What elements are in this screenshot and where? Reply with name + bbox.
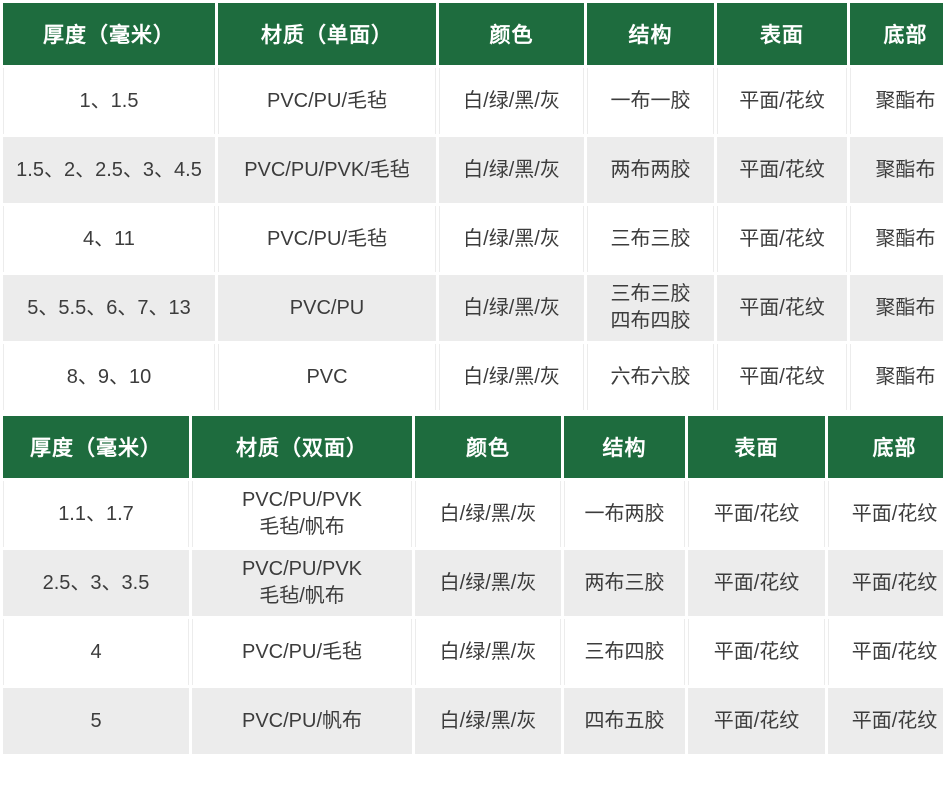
table-cell: 5、5.5、6、7、13: [3, 275, 215, 341]
table-cell: 平面/花纹: [717, 275, 847, 341]
column-header: 颜色: [415, 416, 561, 478]
column-header: 表面: [717, 3, 847, 65]
spec-tables-page: 厚度（毫米） 材质（单面） 颜色 结构 表面 底部 1、1.5 PVC/PU/毛毡 白/绿/黑/…: [0, 3, 943, 757]
table-cell: 白/绿/黑/灰: [415, 688, 561, 754]
table-cell: 一布两胶: [564, 481, 685, 547]
table-cell: 白/绿/黑/灰: [415, 550, 561, 616]
table-cell: 平面/花纹: [688, 550, 825, 616]
table-cell: 平面/花纹: [828, 688, 943, 754]
table-cell: 4: [3, 619, 189, 685]
table-cell: 1.5、2、2.5、3、4.5: [3, 137, 215, 203]
table-row: 1、1.5 PVC/PU/毛毡 白/绿/黑/灰 一布一胶 平面/花纹 聚酯布: [3, 68, 943, 134]
table-cell: PVC/PU/PVK/毛毡: [218, 137, 436, 203]
table-cell: PVC/PU/毛毡: [218, 68, 436, 134]
table-cell: 六布六胶: [587, 344, 714, 410]
table-cell: 聚酯布: [850, 206, 943, 272]
column-header: 材质（双面）: [192, 416, 412, 478]
column-header: 结构: [587, 3, 714, 65]
table-cell: 聚酯布: [850, 275, 943, 341]
table-row: 8、9、10 PVC 白/绿/黑/灰 六布六胶 平面/花纹 聚酯布: [3, 344, 943, 410]
table-row: 5、5.5、6、7、13 PVC/PU 白/绿/黑/灰 三布三胶 四布四胶 平面/花纹聚…: [3, 275, 943, 341]
table-cell: PVC/PU/帆布: [192, 688, 412, 754]
table-row: 1.5、2、2.5、3、4.5 PVC/PU/PVK/毛毡 白/绿/黑/灰 两布两胶平…: [3, 137, 943, 203]
table-cell: PVC: [218, 344, 436, 410]
table-cell: 聚酯布: [850, 68, 943, 134]
header-row: 厚度（毫米） 材质（双面） 颜色 结构 表面 底部: [3, 416, 943, 478]
column-header: 底部: [850, 3, 943, 65]
table-cell: 平面/花纹: [828, 481, 943, 547]
table-cell: 平面/花纹: [717, 206, 847, 272]
table-cell: 白/绿/黑/灰: [439, 344, 584, 410]
table-cell: 三布三胶: [587, 206, 714, 272]
table-row: 4 PVC/PU/毛毡 白/绿/黑/灰 三布四胶 平面/花纹 平面/花纹: [3, 619, 943, 685]
table-cell: 白/绿/黑/灰: [415, 481, 561, 547]
table-cell: 平面/花纹: [717, 344, 847, 410]
table-cell: 4、11: [3, 206, 215, 272]
table-row: 4、11 PVC/PU/毛毡 白/绿/黑/灰 三布三胶 平面/花纹 聚酯布: [3, 206, 943, 272]
column-header: 材质（单面）: [218, 3, 436, 65]
table-cell: 平面/花纹: [717, 137, 847, 203]
table-cell: 聚酯布: [850, 344, 943, 410]
table-cell: 三布三胶 四布四胶: [587, 275, 714, 341]
table-cell: 8、9、10: [3, 344, 215, 410]
table-row: 1.1、1.7 PVC/PU/PVK 毛毡/帆布 白/绿/黑/灰 一布两胶 平面/花纹平…: [3, 481, 943, 547]
table-cell: PVC/PU/毛毡: [218, 206, 436, 272]
column-header: 表面: [688, 416, 825, 478]
table-row: 5 PVC/PU/帆布 白/绿/黑/灰 四布五胶 平面/花纹 平面/花纹: [3, 688, 943, 754]
table-cell: 四布五胶: [564, 688, 685, 754]
table-cell: 三布四胶: [564, 619, 685, 685]
table-cell: PVC/PU/PVK 毛毡/帆布: [192, 550, 412, 616]
table-cell: 1.1、1.7: [3, 481, 189, 547]
table-cell: 一布一胶: [587, 68, 714, 134]
table-cell: 2.5、3、3.5: [3, 550, 189, 616]
table-cell: 1、1.5: [3, 68, 215, 134]
table-cell: 两布三胶: [564, 550, 685, 616]
table-cell: 5: [3, 688, 189, 754]
column-header: 厚度（毫米）: [3, 416, 189, 478]
table-cell: 平面/花纹: [688, 481, 825, 547]
spec-table-single-sided: 厚度（毫米） 材质（单面） 颜色 结构 表面 底部 1、1.5 PVC/PU/毛毡 白/绿/黑/…: [3, 3, 943, 410]
table-cell: 白/绿/黑/灰: [439, 275, 584, 341]
table-cell: 白/绿/黑/灰: [415, 619, 561, 685]
column-header: 底部: [828, 416, 943, 478]
table-cell: 平面/花纹: [828, 619, 943, 685]
table-cell: PVC/PU/毛毡: [192, 619, 412, 685]
table-cell: PVC/PU/PVK 毛毡/帆布: [192, 481, 412, 547]
table-cell: 平面/花纹: [828, 550, 943, 616]
table-cell: PVC/PU: [218, 275, 436, 341]
table-cell: 聚酯布: [850, 137, 943, 203]
spec-table-double-sided: 厚度（毫米） 材质（双面） 颜色 结构 表面 底部 1.1、1.7 PVC/PU/PVK 毛毡…: [0, 413, 943, 757]
column-header: 结构: [564, 416, 685, 478]
table-cell: 平面/花纹: [717, 68, 847, 134]
table-cell: 白/绿/黑/灰: [439, 137, 584, 203]
table-cell: 平面/花纹: [688, 619, 825, 685]
column-header: 厚度（毫米）: [3, 3, 215, 65]
table-row: 2.5、3、3.5 PVC/PU/PVK 毛毡/帆布 白/绿/黑/灰 两布三胶 平面/花…: [3, 550, 943, 616]
table-cell: 两布两胶: [587, 137, 714, 203]
header-row: 厚度（毫米） 材质（单面） 颜色 结构 表面 底部: [3, 3, 943, 65]
table-cell: 平面/花纹: [688, 688, 825, 754]
table-cell: 白/绿/黑/灰: [439, 206, 584, 272]
column-header: 颜色: [439, 3, 584, 65]
table-cell: 白/绿/黑/灰: [439, 68, 584, 134]
